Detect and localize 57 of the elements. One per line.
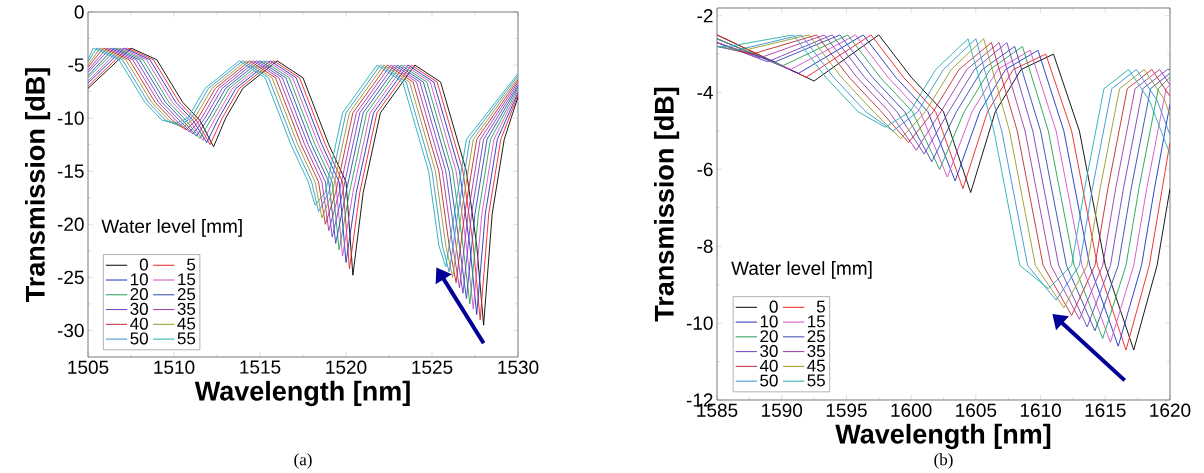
legend-label: 55 (177, 332, 196, 345)
legend-label: 50 (130, 332, 148, 345)
legend-label: 25 (177, 288, 196, 301)
y-tick-label: -20 (57, 217, 84, 232)
x-tick-label: 1620 (1150, 403, 1191, 417)
legend-label: 55 (807, 374, 825, 387)
y-axis-title: Transmission [dB] (24, 68, 51, 302)
legend-label: 25 (807, 330, 825, 343)
legend-label: 45 (177, 317, 196, 330)
text: (b) (934, 453, 953, 469)
legend-label: 5 (816, 300, 825, 313)
y-tick-label: -30 (57, 323, 84, 338)
x-tick-label: 1615 (1085, 403, 1126, 417)
y-tick-label: -5 (68, 58, 84, 72)
x-tick-label: 1605 (956, 403, 997, 417)
legend-label: 35 (177, 302, 196, 315)
legend-label: 40 (130, 317, 148, 330)
legend-label: 50 (760, 374, 778, 387)
y-tick-label: -15 (57, 164, 84, 178)
text: (a) (294, 453, 312, 469)
y-tick-label: 0 (74, 5, 84, 19)
y-tick-label: -2 (697, 9, 713, 23)
legend-label: 10 (760, 315, 778, 328)
legend-label: 10 (131, 273, 148, 286)
legend-title: Water level [mm] (101, 218, 242, 237)
y-tick-label: -8 (697, 239, 713, 253)
x-tick-label: 1510 (154, 360, 195, 374)
legend-label: 35 (807, 344, 825, 357)
legend-label: 15 (178, 273, 196, 286)
x-tick-label: 1505 (68, 360, 109, 374)
x-tick-label: 1610 (1020, 403, 1061, 417)
x-axis-title: Wavelength [nm] (835, 423, 1051, 450)
y-axis-title: Transmission [dB] (653, 87, 680, 322)
y-tick-label: -4 (697, 86, 713, 100)
legend-title: Water level [mm] (731, 261, 872, 279)
y-tick-label: -6 (697, 162, 713, 177)
y-tick-label: -10 (57, 111, 84, 125)
x-axis-title: Wavelength [nm] (194, 380, 410, 407)
legend-label: 0 (139, 258, 148, 271)
x-tick-label: 1515 (240, 360, 281, 374)
legend-label: 0 (769, 300, 778, 313)
legend-label: 45 (807, 359, 825, 372)
x-tick-label: 1520 (326, 360, 367, 374)
x-tick-label: 1590 (762, 403, 803, 417)
legend-label: 20 (130, 288, 148, 301)
y-tick-label: -10 (686, 316, 713, 330)
legend-label: 40 (759, 359, 778, 372)
legend-label: 30 (760, 344, 778, 357)
legend-label: 15 (808, 315, 825, 328)
legend-label: 20 (760, 330, 778, 343)
x-tick-label: 1595 (826, 403, 867, 417)
y-tick-label: -25 (57, 270, 84, 285)
x-tick-label: 1525 (412, 360, 453, 374)
legend-label: 30 (130, 302, 148, 315)
x-tick-label: 1530 (498, 360, 539, 374)
x-tick-label: 1600 (891, 403, 932, 417)
legend-label: 5 (187, 258, 196, 271)
